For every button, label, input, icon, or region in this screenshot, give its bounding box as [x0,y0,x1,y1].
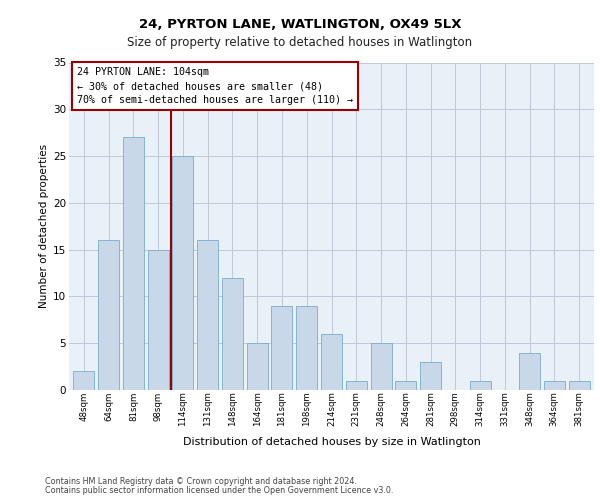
Text: Contains public sector information licensed under the Open Government Licence v3: Contains public sector information licen… [45,486,394,495]
Bar [73,372,94,390]
Text: 24 PYRTON LANE: 104sqm
← 30% of detached houses are smaller (48)
70% of semi-det: 24 PYRTON LANE: 104sqm ← 30% of detached… [77,68,353,106]
Bar [296,306,317,390]
Y-axis label: Number of detached properties: Number of detached properties [39,144,49,308]
Bar [247,343,268,390]
Bar [346,380,367,390]
Text: 24, PYRTON LANE, WATLINGTON, OX49 5LX: 24, PYRTON LANE, WATLINGTON, OX49 5LX [139,18,461,30]
Bar [569,380,590,390]
Bar [371,343,392,390]
Bar [470,380,491,390]
Bar [222,278,243,390]
Bar [123,138,144,390]
Bar [544,380,565,390]
Text: Size of property relative to detached houses in Watlington: Size of property relative to detached ho… [127,36,473,49]
Bar [420,362,441,390]
Bar [197,240,218,390]
Bar [148,250,169,390]
Bar [321,334,342,390]
X-axis label: Distribution of detached houses by size in Watlington: Distribution of detached houses by size … [182,438,481,448]
Text: Contains HM Land Registry data © Crown copyright and database right 2024.: Contains HM Land Registry data © Crown c… [45,477,357,486]
Bar [98,240,119,390]
Bar [395,380,416,390]
Bar [271,306,292,390]
Bar [172,156,193,390]
Bar [519,352,540,390]
